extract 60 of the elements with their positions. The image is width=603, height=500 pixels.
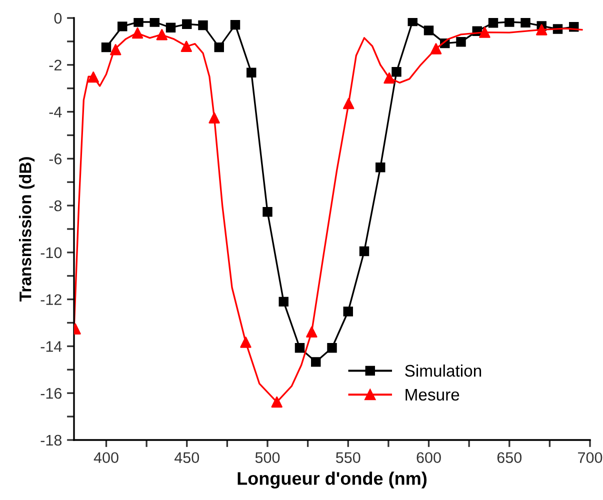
y-tick-label: -10 (40, 247, 62, 258)
point (156, 29, 168, 40)
point (214, 42, 224, 52)
x-tick-label: 450 (174, 452, 200, 464)
point (208, 112, 220, 124)
point (134, 18, 144, 27)
point (88, 71, 99, 83)
point (343, 306, 353, 316)
x-tick-label: 550 (336, 452, 360, 464)
point (101, 42, 112, 52)
point (359, 246, 370, 256)
x-tick-label: 400 (94, 452, 118, 464)
y-axis-title: Transmission (dB) (19, 157, 35, 302)
y-tick-label: -18 (40, 434, 62, 446)
x-axis-title: Longueur d'onde (nm) (238, 472, 427, 489)
y-tick-label: 0 (54, 12, 62, 24)
x-tick-label: 600 (416, 452, 441, 464)
point (262, 207, 272, 217)
point (327, 343, 337, 353)
point (488, 18, 498, 28)
point (311, 357, 321, 367)
point (118, 22, 128, 32)
y-tick-label: -6 (49, 154, 62, 164)
point (504, 18, 514, 27)
point (536, 24, 548, 36)
point (246, 68, 256, 78)
x-tick-label: 700 (578, 452, 602, 464)
point (520, 18, 530, 28)
y-tick-label: -16 (40, 388, 62, 399)
point (343, 98, 354, 110)
point (166, 22, 176, 32)
point (376, 162, 386, 172)
point (198, 20, 208, 30)
point (430, 43, 442, 54)
y-tick-label: -2 (49, 60, 62, 70)
point (408, 18, 418, 26)
x-tick-label: 650 (497, 452, 522, 464)
point (150, 18, 160, 27)
point (230, 20, 240, 30)
x-tick-label: 500 (255, 452, 280, 464)
point (384, 72, 395, 84)
legend-label: Mesure (406, 388, 460, 401)
point (424, 26, 434, 36)
point (278, 296, 288, 307)
point (271, 396, 282, 408)
point (306, 326, 318, 338)
point (294, 343, 305, 353)
point (180, 40, 192, 52)
y-tick-label: -4 (49, 106, 62, 118)
point (240, 336, 252, 348)
point (479, 26, 490, 38)
point (110, 44, 122, 56)
legend-label: Simulation (405, 364, 482, 377)
point (392, 67, 402, 77)
y-tick-label: -14 (40, 341, 62, 352)
y-tick-label: -12 (40, 294, 62, 305)
point (132, 27, 144, 39)
y-tick-label: -8 (49, 200, 62, 212)
point (456, 37, 466, 47)
point (182, 19, 192, 29)
